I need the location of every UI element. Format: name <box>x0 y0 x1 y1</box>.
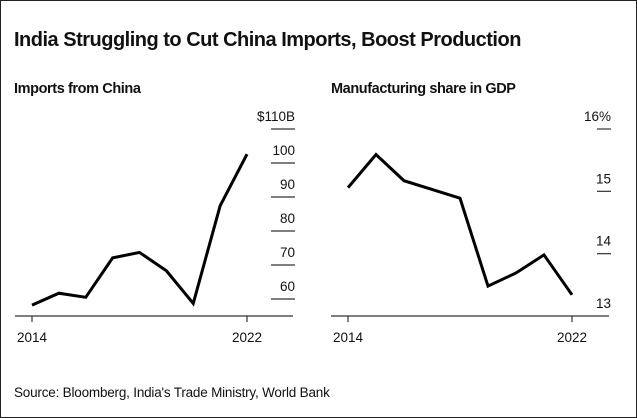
chart-title: India Struggling to Cut China Imports, B… <box>14 29 521 51</box>
y-tick-label: 15 <box>596 171 611 186</box>
source-note: Source: Bloomberg, India's Trade Ministr… <box>14 385 330 400</box>
y-tick-label: 14 <box>596 234 612 249</box>
x-tick-label: 2022 <box>232 330 262 345</box>
y-tick-label: 80 <box>280 211 295 226</box>
y-tick-label: 16% <box>584 109 611 124</box>
y-tick-label: 60 <box>280 279 295 294</box>
y-tick-label: 100 <box>272 143 295 158</box>
x-tick-label: 2014 <box>17 330 48 345</box>
imports-chart: $110B 100 90 80 70 60 2014 2022 <box>15 109 295 345</box>
manufacturing-chart: 16% 15 14 13 2014 2022 <box>331 109 611 345</box>
y-tick-label: 90 <box>280 177 295 192</box>
series-line <box>346 152 574 296</box>
x-tick-label: 2014 <box>333 330 364 345</box>
x-tick-label: 2022 <box>557 330 587 345</box>
series-line <box>31 153 249 307</box>
right-chart-title: Manufacturing share in GDP <box>331 81 516 97</box>
y-tick-label: 13 <box>596 296 611 311</box>
y-tick-label: 70 <box>280 245 295 260</box>
y-tick-label: $110B <box>257 109 295 124</box>
left-chart-title: Imports from China <box>14 81 142 97</box>
